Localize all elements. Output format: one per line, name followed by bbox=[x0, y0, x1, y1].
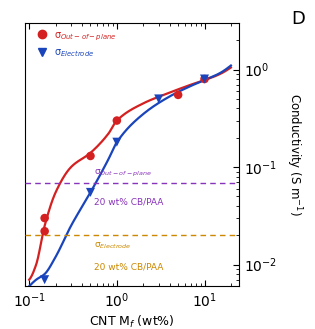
Point bbox=[88, 190, 93, 195]
Text: D: D bbox=[292, 10, 306, 28]
Point bbox=[42, 215, 47, 221]
Text: σ$_{Electrode}$: σ$_{Electrode}$ bbox=[94, 240, 132, 251]
Point bbox=[42, 229, 47, 234]
X-axis label: CNT M$_f$ (wt%): CNT M$_f$ (wt%) bbox=[89, 314, 175, 329]
Point bbox=[156, 96, 161, 102]
Point bbox=[88, 153, 93, 159]
Point bbox=[175, 92, 180, 97]
Point bbox=[202, 76, 207, 82]
Point bbox=[42, 277, 47, 282]
Point bbox=[202, 76, 207, 82]
Point bbox=[114, 118, 119, 123]
Text: σ$_{Out-of-plane}$: σ$_{Out-of-plane}$ bbox=[94, 167, 152, 179]
Point bbox=[114, 139, 119, 145]
Legend: σ$_{Out-of-plane}$, σ$_{Electrode}$: σ$_{Out-of-plane}$, σ$_{Electrode}$ bbox=[30, 28, 119, 61]
Text: 20 wt% CB/PAA: 20 wt% CB/PAA bbox=[94, 197, 163, 206]
Text: 20 wt% CB/PAA: 20 wt% CB/PAA bbox=[94, 263, 163, 272]
Y-axis label: Conductivity (S m$^{-1}$): Conductivity (S m$^{-1}$) bbox=[284, 93, 304, 216]
